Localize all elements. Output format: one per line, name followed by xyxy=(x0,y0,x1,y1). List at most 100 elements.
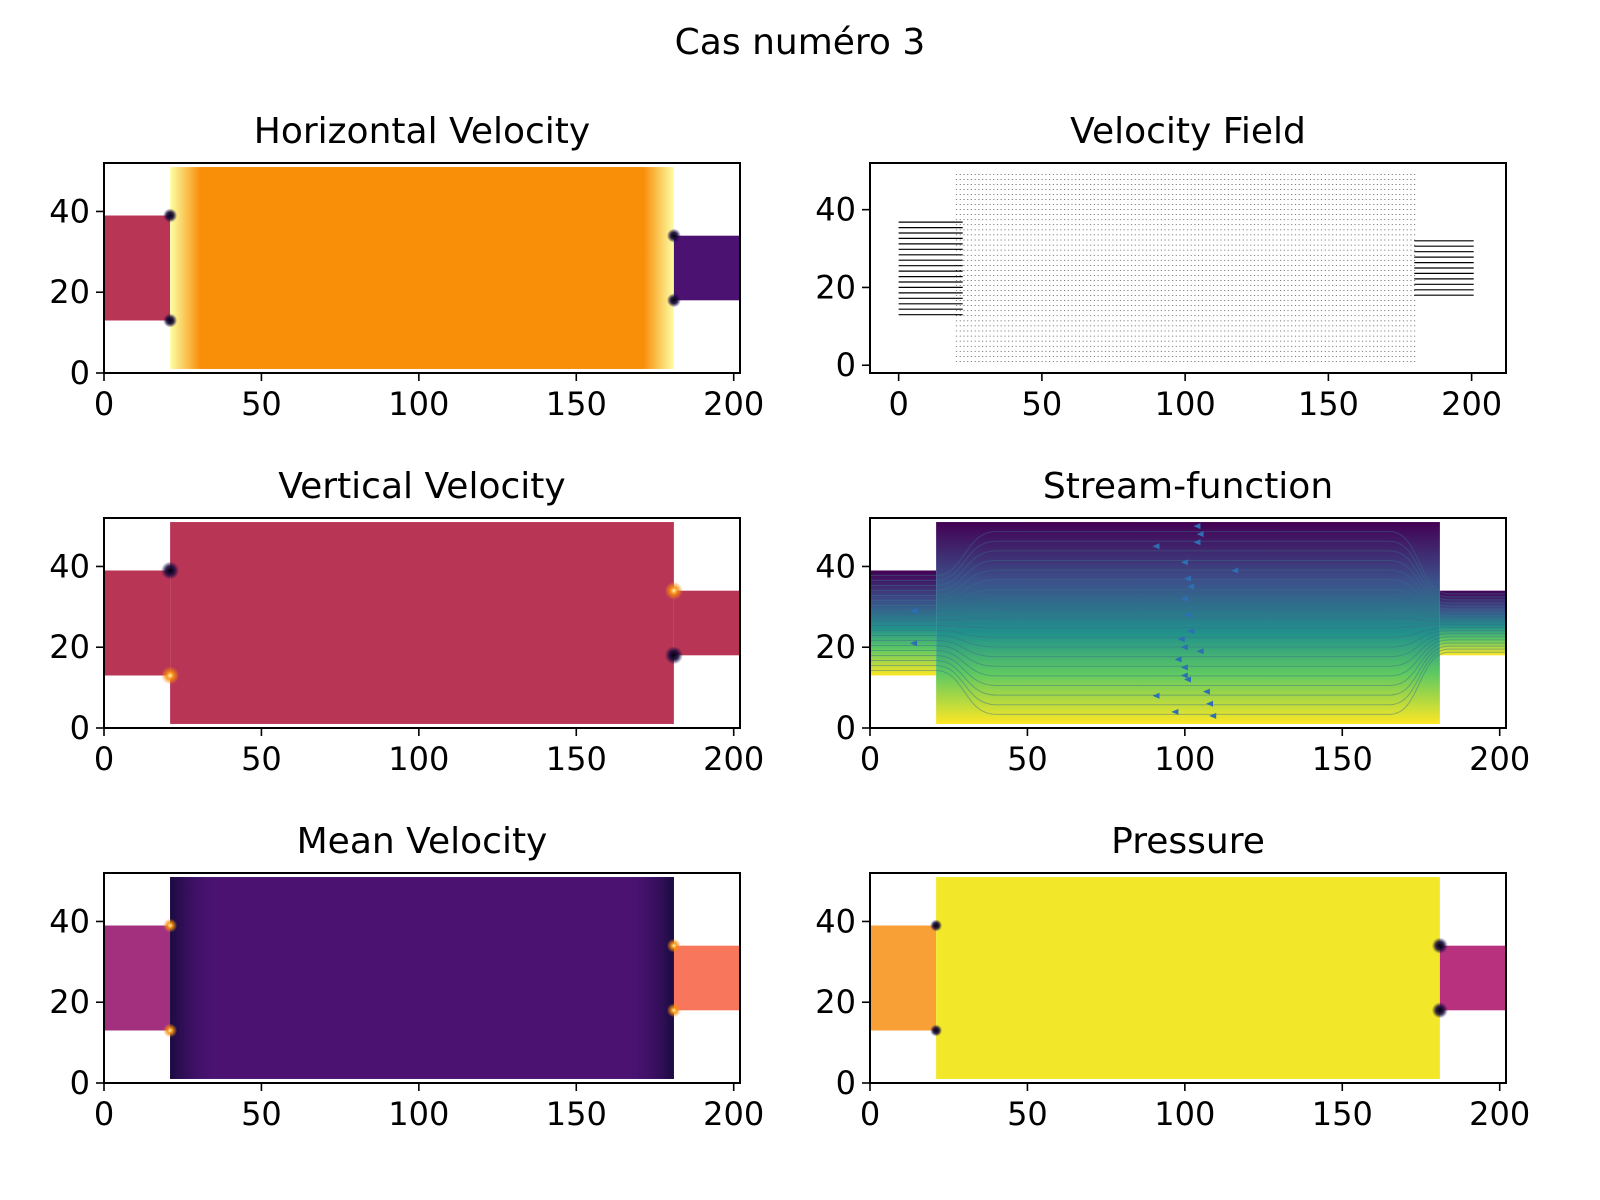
streamline xyxy=(870,579,1506,610)
field-shading xyxy=(170,877,674,1079)
stream-arrow xyxy=(1152,543,1160,550)
stream-arrow xyxy=(1184,575,1191,582)
stream-arrow xyxy=(1193,523,1201,530)
y-tick-label: 40 xyxy=(49,902,90,940)
y-tick-label: 40 xyxy=(49,547,90,585)
singularity-spot xyxy=(161,666,180,685)
field-region xyxy=(104,215,171,321)
x-tick-label: 50 xyxy=(241,1095,282,1133)
x-tick-label: 50 xyxy=(241,740,282,778)
x-tick-label: 150 xyxy=(1298,385,1359,423)
singularity-spot xyxy=(664,581,683,600)
streamline xyxy=(870,550,1506,601)
stream-arrow xyxy=(1171,708,1179,715)
panel-title: Velocity Field xyxy=(1070,111,1306,152)
x-tick-label: 100 xyxy=(1154,1095,1215,1133)
y-tick-label: 20 xyxy=(49,273,90,311)
panel-mean-velocity: Mean Velocity 0 50 100 150 200 0 20 40 xyxy=(49,821,764,1133)
stream-arrow xyxy=(1193,539,1201,546)
panel-stream-function: Stream-function 0 50 100 150 200 0 20 40 xyxy=(815,466,1530,778)
y-tick-label: 0 xyxy=(70,1064,90,1102)
plot-area xyxy=(104,522,740,724)
field-region xyxy=(1439,945,1506,1011)
x-tick-label: 150 xyxy=(546,385,607,423)
stream-arrow xyxy=(1187,628,1195,635)
streamline xyxy=(870,627,1506,638)
field-region xyxy=(673,235,740,301)
stream-arrow xyxy=(1180,559,1188,566)
y-tick-label: 0 xyxy=(70,354,90,392)
panel-horizontal-velocity: Horizontal Velocity 0 50 100 150 200 0 20 40 xyxy=(49,111,764,423)
singularity-spot xyxy=(930,919,943,932)
panel-title: Horizontal Velocity xyxy=(254,111,590,152)
plot-area xyxy=(870,522,1506,724)
x-tick-label: 100 xyxy=(388,1095,449,1133)
x-tick-label: 150 xyxy=(1312,740,1373,778)
x-tick-label: 0 xyxy=(888,385,908,423)
singularity-spot xyxy=(1431,1002,1448,1019)
streamline xyxy=(870,617,1506,622)
streamline xyxy=(870,645,1506,696)
streamline xyxy=(870,608,1506,619)
y-tick-label: 20 xyxy=(815,983,856,1021)
x-tick-label: 50 xyxy=(1007,740,1048,778)
stream-arrow xyxy=(1196,648,1204,655)
x-tick-label: 0 xyxy=(94,385,114,423)
stream-arrow xyxy=(1180,595,1188,602)
streamline xyxy=(870,624,1506,629)
field-region xyxy=(170,167,674,369)
field-region xyxy=(104,570,171,676)
streamline xyxy=(870,540,1506,598)
singularity-spot xyxy=(1431,937,1448,954)
x-tick-label: 100 xyxy=(388,740,449,778)
axes-frame xyxy=(103,162,741,374)
stream-arrow xyxy=(1206,700,1214,707)
streamline xyxy=(870,598,1506,616)
panel-pressure: Pressure 0 50 100 150 200 0 20 40 xyxy=(815,821,1530,1133)
y-tick-label: 20 xyxy=(815,268,856,306)
x-tick-label: 0 xyxy=(94,740,114,778)
y-tick-label: 40 xyxy=(49,192,90,230)
y-tick-label: 20 xyxy=(49,628,90,666)
axes-frame xyxy=(103,517,741,729)
panel-title: Pressure xyxy=(1111,821,1265,862)
stream-arrow xyxy=(1202,688,1210,695)
singularity-spot xyxy=(163,313,178,328)
panel-vertical-velocity: Vertical Velocity 0 50 100 150 200 0 20 40 xyxy=(49,466,764,778)
singularity-spot xyxy=(666,293,681,308)
stream-arrow xyxy=(1174,656,1182,663)
stream-arrow xyxy=(910,607,918,614)
x-tick-label: 100 xyxy=(1155,385,1216,423)
x-tick-label: 50 xyxy=(1022,385,1063,423)
stream-arrow xyxy=(1209,712,1217,719)
singularity-spot xyxy=(163,208,178,223)
singularity-spot xyxy=(664,646,683,665)
stream-arrow xyxy=(1180,672,1188,679)
singularity-spot xyxy=(163,1023,178,1038)
x-tick-label: 200 xyxy=(703,1095,764,1133)
x-tick-label: 0 xyxy=(94,1095,114,1133)
x-tick-label: 150 xyxy=(546,1095,607,1133)
y-tick-label: 20 xyxy=(815,628,856,666)
streamline xyxy=(870,633,1506,658)
stream-arrow xyxy=(1180,664,1188,671)
streamline xyxy=(870,560,1506,604)
panel-title: Mean Velocity xyxy=(297,821,548,862)
y-tick-label: 0 xyxy=(836,709,856,747)
field-region xyxy=(673,945,740,1011)
singularity-spot xyxy=(666,228,681,243)
streamline xyxy=(870,531,1506,595)
stream-arrow xyxy=(1152,692,1160,699)
x-tick-label: 200 xyxy=(1469,740,1530,778)
stream-arrow xyxy=(1231,567,1239,574)
stream-region xyxy=(936,522,1440,724)
x-tick-label: 200 xyxy=(1469,1095,1530,1133)
streamline xyxy=(870,651,1506,715)
stream-arrow xyxy=(1184,676,1191,683)
y-tick-label: 0 xyxy=(836,1064,856,1102)
streamline xyxy=(870,588,1506,613)
singularity-spot xyxy=(666,1003,681,1018)
field-region xyxy=(870,925,937,1031)
axes-frame xyxy=(103,872,741,1084)
